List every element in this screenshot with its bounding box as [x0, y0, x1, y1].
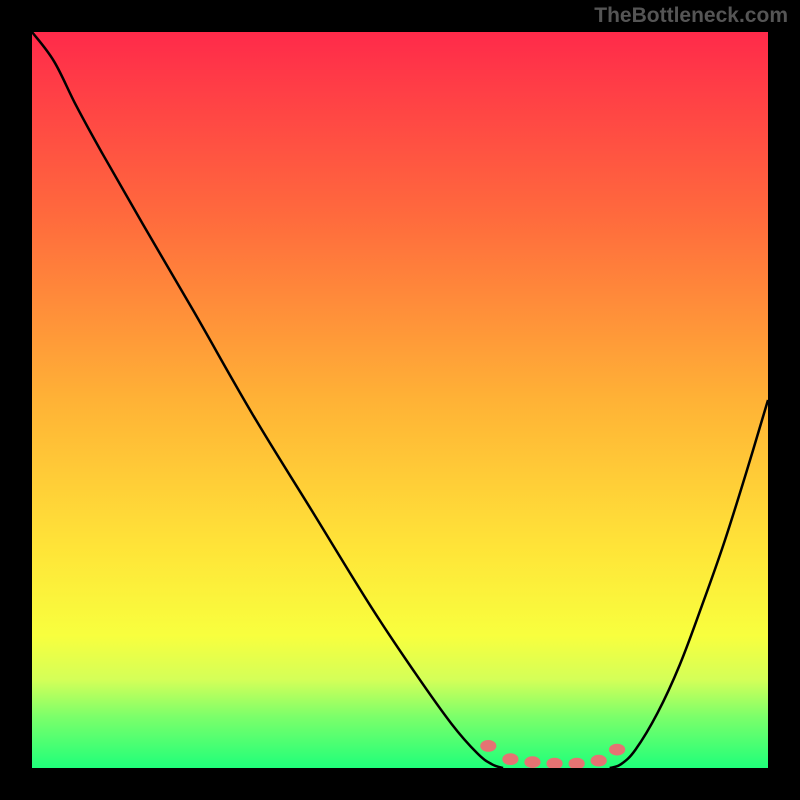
right-curve — [610, 400, 768, 768]
marker-point — [591, 755, 607, 767]
marker-point — [546, 758, 562, 768]
marker-group — [480, 740, 625, 768]
marker-point — [609, 744, 625, 756]
marker-point — [569, 758, 585, 768]
watermark-text: TheBottleneck.com — [594, 4, 788, 28]
chart-svg — [32, 32, 768, 768]
marker-point — [502, 753, 518, 765]
marker-point — [480, 740, 496, 752]
left-curve — [32, 32, 503, 768]
marker-point — [524, 756, 540, 768]
plot-area — [32, 32, 768, 768]
